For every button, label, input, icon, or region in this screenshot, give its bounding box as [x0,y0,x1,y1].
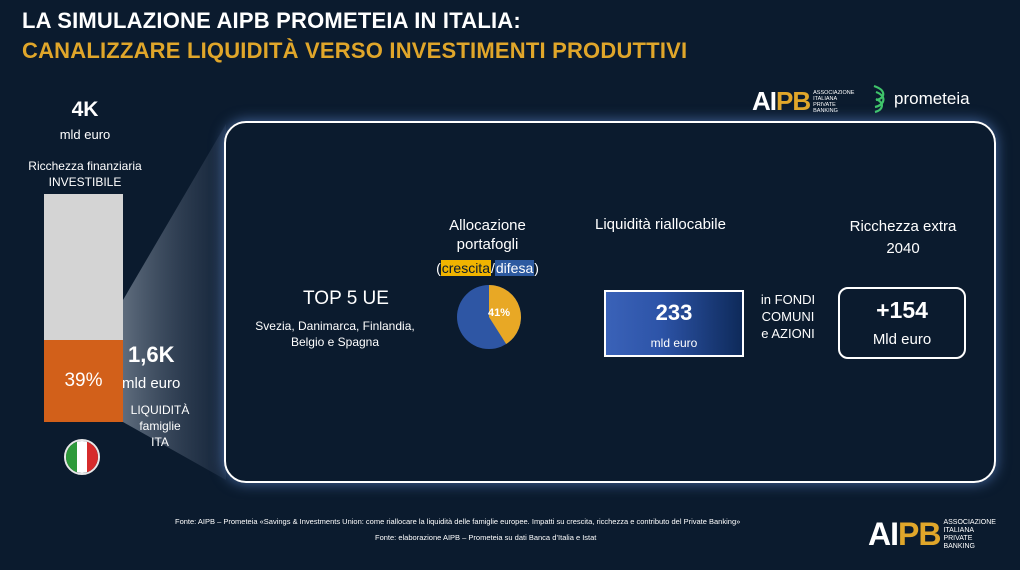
prometeia-logo-text: prometeia [894,89,970,108]
prometeia-swirl-icon [873,84,885,114]
slide-subtitle: CANALIZZARE LIQUIDITÀ VERSO INVESTIMENTI… [22,38,688,63]
aipb-footer-logo-caption: ASSOCIAZIONE ITALIANA PRIVATE BANKING [943,518,996,550]
extra-wealth-box: +154 Mld euro [838,287,966,359]
reallocable-liquidity-value: 233 [655,300,693,325]
reallocation-target: in FONDI COMUNI e AZIONI [760,292,816,341]
extra-wealth-title: Ricchezza extra 2040 [849,218,957,257]
defense-label: difesa [494,260,535,276]
reallocable-liquidity-unit: mld euro [650,336,698,350]
reallocable-liquidity-title: Liquidità riallocabile [595,216,726,233]
wealth-bar-rest [44,194,123,340]
source-note-2: Fonte: elaborazione AIPB – Prometeia su … [375,533,597,542]
total-wealth-unit: mld euro [59,127,111,142]
extra-wealth-unit: Mld euro [872,331,932,348]
liquidity-value: 1,6K [128,342,175,367]
liquidity-percent: 39% [64,370,103,391]
total-wealth-label: Ricchezza finanziaria INVESTIBILE [28,159,142,189]
slide-title: LA SIMULAZIONE AIPB PROMETEIA IN ITALIA: [22,8,521,33]
aipb-logo: AIPB ASSOCIAZIONE ITALIANA PRIVATE BANKI… [752,86,861,117]
top5-title: TOP 5 UE [303,288,389,309]
aipb-logo-mark: AIPB [752,86,811,116]
growth-label: crescita [440,260,491,276]
reallocable-liquidity-box: 233 mld euro [604,290,744,357]
extra-wealth-value: +154 [876,297,928,323]
allocation-title: Allocazione portafogli [449,217,526,253]
aipb-footer-logo: AIPB ASSOCIAZIONE ITALIANA PRIVATE BANKI… [868,516,1003,553]
allocation-pie: 41% [457,285,522,349]
wealth-bar-liquidity: 39% [44,340,123,422]
pie-label: 41% [488,307,510,319]
source-note-1: Fonte: AIPB – Prometeia «Savings & Inves… [175,517,741,526]
liquidity-label: LIQUIDITÀ famiglie ITA [130,403,190,449]
allocation-legend: (crescita/difesa) [436,260,539,276]
total-wealth-value: 4K [71,98,99,121]
aipb-footer-logo-mark: AIPB [868,516,941,552]
aipb-logo-caption: ASSOCIAZIONE ITALIANA PRIVATE BANKING [813,89,855,114]
liquidity-unit: mld euro [122,375,181,392]
pie-slice-growth [489,285,522,345]
italy-flag-icon [64,439,100,475]
prometeia-logo: prometeia [870,84,970,114]
top5-countries: Svezia, Danimarca, Finlandia, Belgio e S… [255,319,415,349]
simulation-panel [224,121,996,483]
